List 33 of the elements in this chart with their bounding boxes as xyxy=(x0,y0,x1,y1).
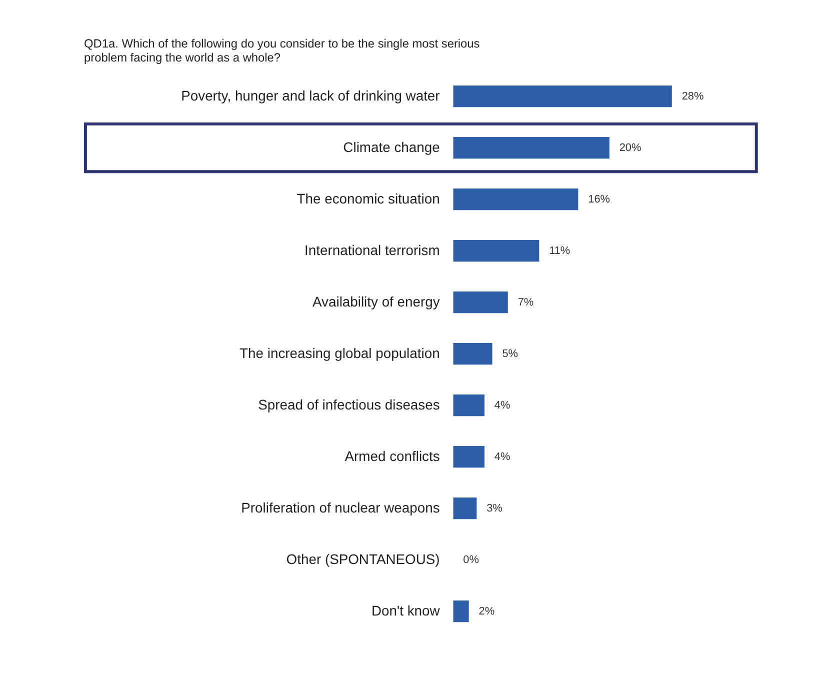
y-tick-label: Climate change xyxy=(343,138,440,155)
data-label: 2% xyxy=(478,605,495,618)
data-label: 4% xyxy=(494,450,510,463)
data-label: 11% xyxy=(549,244,570,257)
bar xyxy=(453,497,477,520)
data-label: 5% xyxy=(502,348,518,360)
data-label: 20% xyxy=(619,142,642,154)
bar xyxy=(453,188,578,210)
y-tick-label: Proliferation of nuclear weapons xyxy=(241,499,440,516)
bar xyxy=(453,85,672,108)
y-tick-label: The economic situation xyxy=(296,190,440,206)
y-tick-label: International terrorism xyxy=(304,242,440,258)
text: QD1a. Which of the following do you consider to be the single most serious problem facing the world as a whole? xyxy=(84,36,480,65)
bar xyxy=(453,446,484,468)
data-label: 4% xyxy=(494,399,510,412)
y-tick-label: Don't know xyxy=(371,602,441,618)
bar xyxy=(453,240,540,262)
y-tick-label: Poverty, hunger and lack of drinking water xyxy=(181,87,440,104)
data-label: 7% xyxy=(518,296,534,308)
y-tick-label: Other (SPONTANEOUS) xyxy=(286,550,440,567)
data-label: 16% xyxy=(588,193,610,206)
y-tick-label: Armed conflicts xyxy=(344,448,440,464)
y-tick-label: Availability of energy xyxy=(312,293,440,310)
data-label: 0% xyxy=(463,554,480,566)
data-label: 3% xyxy=(486,502,503,514)
y-tick-label: The increasing global population xyxy=(240,344,440,361)
bar xyxy=(453,342,492,365)
bar xyxy=(453,136,610,159)
bar xyxy=(453,291,508,314)
bar xyxy=(453,394,484,416)
y-tick-label: Spread of infectious diseases xyxy=(258,396,440,412)
bar xyxy=(453,600,469,622)
data-label: 28% xyxy=(682,90,704,102)
